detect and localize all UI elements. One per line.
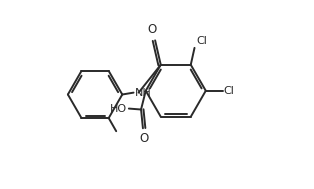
Text: O: O (147, 23, 156, 36)
Text: Cl: Cl (224, 86, 235, 96)
Text: HO: HO (110, 104, 127, 114)
Text: O: O (139, 132, 149, 145)
Text: NH: NH (134, 88, 151, 98)
Text: Cl: Cl (196, 36, 207, 46)
